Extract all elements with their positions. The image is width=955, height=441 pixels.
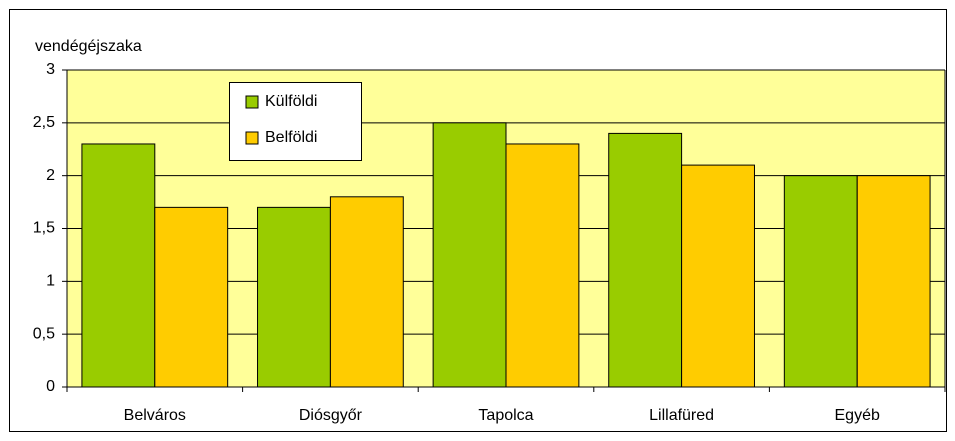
bar [81,143,156,388]
bar [154,206,229,388]
legend-label: Belföldi [265,129,317,146]
bar [505,143,580,388]
legend-swatch [245,95,259,109]
legend-label: Külföldi [265,93,317,110]
x-tick-label: Diósgyőr [299,407,363,424]
bar [608,132,683,388]
x-tick-label: Belváros [124,407,186,424]
y-tick-label: 2,5 [33,114,55,131]
x-tick-label: Tapolca [478,407,533,424]
y-axis-title: vendégéjszaka [35,38,142,55]
bar [681,164,755,388]
bar [432,122,507,388]
y-tick-label: 2 [46,167,55,184]
bar [856,175,931,388]
bar [329,196,404,388]
legend-swatch [245,131,259,145]
bar [257,206,331,388]
bar [783,175,858,388]
y-tick-label: 0,5 [33,325,55,342]
y-tick-label: 3 [46,61,55,78]
x-tick-label: Lillafüred [649,407,714,424]
y-tick-label: 1,5 [33,220,55,237]
x-tick-label: Egyéb [835,407,880,424]
y-tick-label: 1 [46,273,55,290]
y-tick-label: 0 [46,378,55,395]
